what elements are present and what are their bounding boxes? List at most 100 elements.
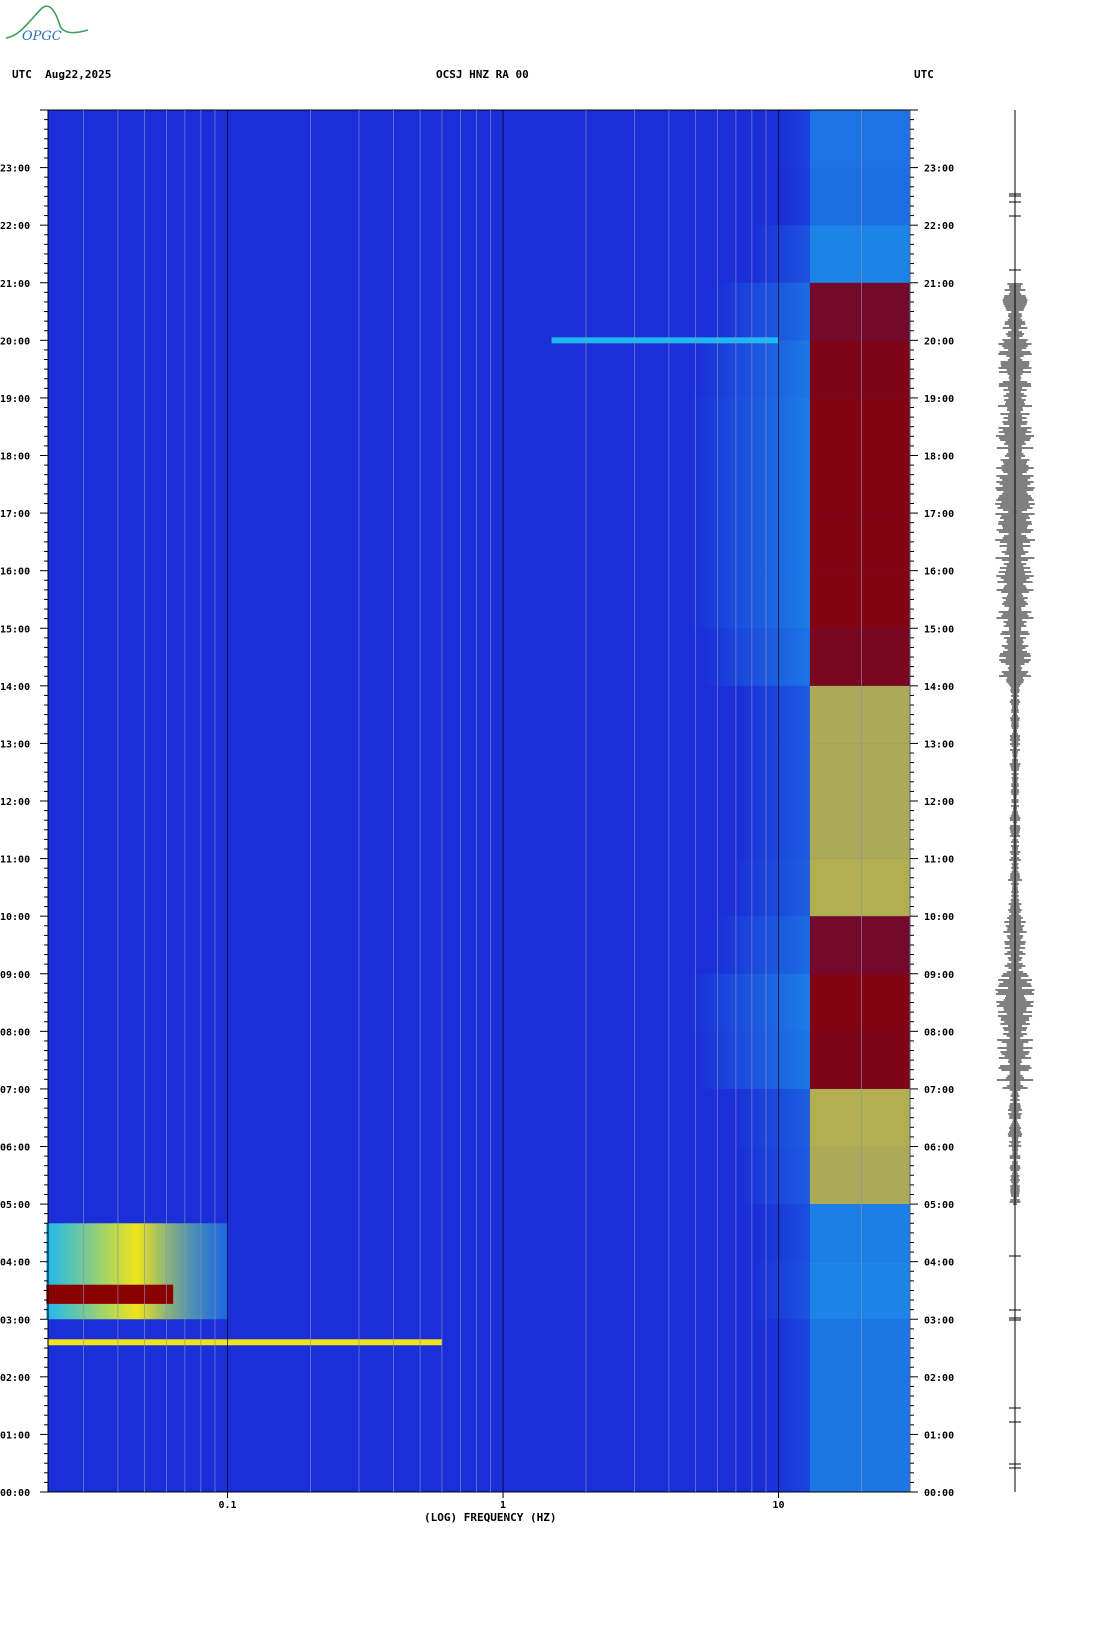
noise-band xyxy=(809,455,910,514)
y-tick-label-left: 05:00 xyxy=(0,1200,30,1211)
y-tick-label-left: 17:00 xyxy=(0,509,30,520)
y-tick-label-left: 18:00 xyxy=(0,452,30,463)
y-tick-label-left: 20:00 xyxy=(0,336,30,347)
y-tick-label-right: 01:00 xyxy=(924,1430,954,1441)
noise-band xyxy=(809,1434,910,1492)
time-axes: 00:00 00:00 01:00 01:00 02:00 02:00 03:00 03:00… xyxy=(0,109,954,1499)
noise-band xyxy=(809,1319,910,1377)
noise-band xyxy=(809,570,910,629)
y-tick-label-right: 23:00 xyxy=(924,164,954,175)
noise-spread xyxy=(734,1088,810,1147)
noise-band xyxy=(809,513,910,571)
noise-band xyxy=(809,1376,910,1435)
y-tick-label-left: 00:00 xyxy=(0,1488,30,1499)
frequency-gridlines xyxy=(83,110,911,1492)
x-tick-label: 10 xyxy=(773,1500,785,1511)
noise-band xyxy=(809,801,910,859)
y-tick-label-right: 19:00 xyxy=(924,394,954,405)
noise-band xyxy=(809,110,910,168)
noise-spread xyxy=(690,570,810,629)
noise-spread xyxy=(784,167,810,226)
y-tick-label-right: 04:00 xyxy=(924,1258,954,1269)
y-tick-label-right: 18:00 xyxy=(924,452,954,463)
y-tick-label-left: 07:00 xyxy=(0,1085,30,1096)
noise-spread xyxy=(734,858,810,917)
y-tick-label-right: 22:00 xyxy=(924,221,954,232)
opgc-logo: OPGC xyxy=(5,5,89,44)
y-tick-label-left: 02:00 xyxy=(0,1373,30,1384)
noise-band xyxy=(809,225,910,283)
y-tick-label-right: 21:00 xyxy=(924,279,954,290)
noise-spread xyxy=(715,282,810,341)
header-right-label: UTC xyxy=(914,68,934,81)
y-tick-label-right: 12:00 xyxy=(924,797,954,808)
noise-spread xyxy=(772,1319,810,1377)
noise-band xyxy=(809,1031,910,1089)
noise-spread xyxy=(753,1261,810,1320)
noise-spread xyxy=(772,1434,810,1492)
y-tick-label-left: 15:00 xyxy=(0,624,30,635)
noise-band xyxy=(809,1261,910,1320)
noise-spread xyxy=(696,1031,810,1089)
noise-spread xyxy=(703,628,810,686)
noise-band xyxy=(809,340,910,398)
noise-band xyxy=(809,628,910,686)
y-tick-label-left: 10:00 xyxy=(0,912,30,923)
y-tick-label-left: 08:00 xyxy=(0,1027,30,1038)
y-tick-label-right: 10:00 xyxy=(924,912,954,923)
y-tick-label-left: 13:00 xyxy=(0,739,30,750)
noise-band xyxy=(809,916,910,974)
noise-spread xyxy=(690,455,810,514)
noise-band xyxy=(809,167,910,226)
spectrogram-plot xyxy=(46,109,911,1493)
noise-band xyxy=(809,1146,910,1205)
y-tick-label-right: 15:00 xyxy=(924,624,954,635)
noise-spread xyxy=(740,743,810,801)
noise-spread xyxy=(740,1146,810,1205)
y-tick-label-right: 13:00 xyxy=(924,739,954,750)
y-tick-label-right: 05:00 xyxy=(924,1200,954,1211)
y-tick-label-left: 23:00 xyxy=(0,164,30,175)
y-tick-label-right: 00:00 xyxy=(924,1488,954,1499)
noise-band xyxy=(809,973,910,1032)
y-tick-label-right: 03:00 xyxy=(924,1315,954,1326)
event-band xyxy=(551,337,779,344)
seismogram-trace xyxy=(995,110,1035,1492)
y-tick-label-left: 04:00 xyxy=(0,1258,30,1269)
y-tick-label-left: 22:00 xyxy=(0,221,30,232)
noise-spread xyxy=(753,225,810,283)
y-tick-label-left: 12:00 xyxy=(0,797,30,808)
y-tick-label-right: 16:00 xyxy=(924,567,954,578)
y-tick-label-right: 17:00 xyxy=(924,509,954,520)
noise-spread xyxy=(690,973,810,1032)
header-station-label: OCSJ HNZ RA 00 xyxy=(436,68,529,81)
noise-band xyxy=(809,397,910,456)
x-tick-label: 1 xyxy=(500,1500,506,1511)
event-band xyxy=(48,1339,442,1346)
x-tick-label: 0.1 xyxy=(219,1500,237,1511)
noise-spread xyxy=(715,916,810,974)
y-tick-label-left: 19:00 xyxy=(0,394,30,405)
y-tick-label-right: 14:00 xyxy=(924,682,954,693)
noise-band xyxy=(809,858,910,917)
logo-text: OPGC xyxy=(22,29,62,44)
x-axis-title: (LOG) FREQUENCY (HZ) xyxy=(424,1511,557,1524)
y-tick-label-right: 06:00 xyxy=(924,1143,954,1154)
noise-spread xyxy=(740,685,810,744)
event-core xyxy=(46,1284,174,1304)
noise-band xyxy=(809,685,910,744)
y-tick-label-right: 08:00 xyxy=(924,1027,954,1038)
y-tick-label-right: 02:00 xyxy=(924,1373,954,1384)
noise-spread xyxy=(696,340,810,398)
noise-spread xyxy=(778,110,810,168)
noise-band xyxy=(809,743,910,801)
y-tick-label-left: 09:00 xyxy=(0,970,30,981)
y-tick-label-left: 06:00 xyxy=(0,1143,30,1154)
noise-band xyxy=(809,1204,910,1262)
y-tick-label-left: 14:00 xyxy=(0,682,30,693)
noise-spread xyxy=(759,1204,810,1262)
y-tick-label-right: 09:00 xyxy=(924,970,954,981)
y-tick-label-left: 11:00 xyxy=(0,855,30,866)
y-tick-label-left: 21:00 xyxy=(0,279,30,290)
